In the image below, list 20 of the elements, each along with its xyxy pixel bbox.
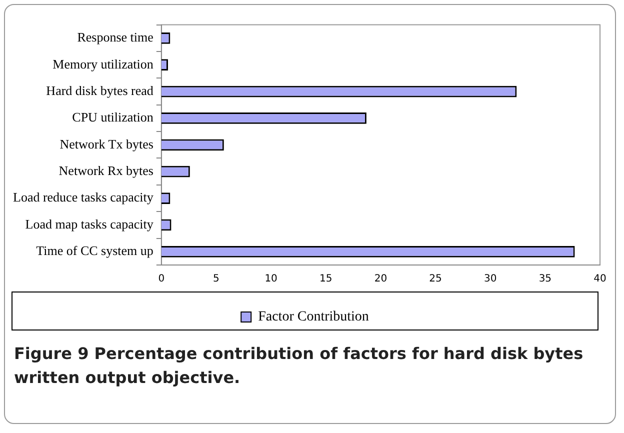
x-tick-label: 0 — [158, 274, 165, 285]
y-tick-label: Load reduce tasks capacity — [13, 190, 154, 205]
y-tick-label: Load map tasks capacity — [25, 216, 154, 232]
x-tick-label: 15 — [320, 274, 332, 285]
legend-label: Factor Contribution — [258, 310, 369, 325]
x-tick-label: 30 — [484, 274, 497, 285]
y-tick-label: Time of CC system up — [36, 243, 154, 258]
y-tick-label: Network Tx bytes — [60, 136, 154, 152]
y-tick-label: Memory utilization — [52, 56, 154, 72]
y-tick-label: Network Rx bytes — [58, 163, 154, 178]
y-tick-label: CPU utilization — [72, 110, 154, 125]
y-tick-label: Response time — [77, 30, 154, 45]
caption: Figure 9 Percentage contribution of factors for hard disk bytes written output objective. — [14, 343, 584, 389]
x-tick-label: 5 — [213, 274, 220, 285]
x-tick-label: 20 — [374, 274, 388, 285]
x-tick-label: 40 — [594, 274, 606, 285]
x-tick-label: 35 — [538, 274, 552, 285]
x-tick-label: 25 — [429, 274, 442, 285]
x-tick-label: 10 — [264, 274, 278, 285]
y-tick-label: Hard disk bytes read — [46, 82, 154, 98]
